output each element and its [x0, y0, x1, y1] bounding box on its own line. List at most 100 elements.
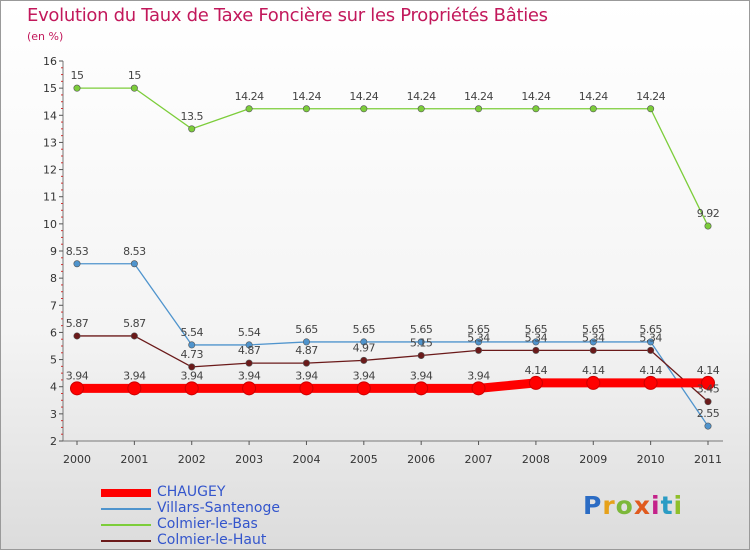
x-tick-label: 2010	[637, 453, 665, 466]
data-label-Villars-Santenoge: 5.65	[410, 323, 433, 336]
x-tick-label: 2002	[178, 453, 206, 466]
data-point-CHAUGEY	[414, 381, 429, 396]
data-label-Colmier-le-Bas: 13.5	[180, 110, 203, 123]
data-label-Colmier-le-Bas: 15	[71, 69, 84, 82]
data-point-Villars-Santenoge	[73, 260, 81, 268]
data-point-CHAUGEY	[586, 375, 601, 390]
legend-label: Colmier-le-Bas	[157, 516, 258, 532]
data-point-CHAUGEY	[356, 381, 371, 396]
legend-swatch	[101, 508, 151, 510]
x-tick-label: 2004	[292, 453, 320, 466]
x-tick-label: 2000	[63, 453, 91, 466]
proxiti-logo: Proxiti	[583, 491, 683, 520]
data-label-CHAUGEY: 4.14	[697, 364, 720, 377]
data-point-CHAUGEY	[242, 381, 257, 396]
data-point-Villars-Santenoge	[647, 338, 655, 346]
data-label-Villars-Santenoge: 5.65	[582, 323, 605, 336]
data-point-CHAUGEY	[127, 381, 142, 396]
data-label-Villars-Santenoge: 5.65	[295, 323, 318, 336]
data-point-Villars-Santenoge	[130, 260, 138, 268]
legend-swatch	[101, 540, 151, 542]
data-point-Colmier-le-Haut	[360, 356, 368, 364]
y-tick-label: 8	[50, 272, 57, 285]
data-point-Colmier-le-Haut	[245, 359, 253, 367]
data-label-Colmier-le-Bas: 14.24	[521, 90, 550, 103]
data-label-Colmier-le-Haut: 4.87	[295, 344, 318, 357]
logo-letter: t	[660, 491, 674, 520]
data-point-Colmier-le-Bas	[245, 105, 253, 113]
data-point-Colmier-le-Bas	[302, 105, 310, 113]
y-tick-label: 2	[50, 435, 57, 448]
data-point-Colmier-le-Bas	[532, 105, 540, 113]
data-label-Villars-Santenoge: 5.65	[353, 323, 376, 336]
logo-letter: P	[583, 491, 603, 520]
data-label-CHAUGEY: 3.94	[66, 369, 89, 382]
series-line-Colmier-le-Bas	[77, 87, 709, 227]
logo-letter: r	[602, 491, 616, 520]
y-tick-label: 16	[43, 55, 57, 68]
data-point-Villars-Santenoge	[532, 338, 540, 346]
data-point-CHAUGEY	[701, 375, 715, 390]
data-point-Colmier-le-Haut	[475, 346, 483, 354]
data-label-Villars-Santenoge: 5.65	[639, 323, 662, 336]
data-point-Colmier-le-Bas	[417, 105, 425, 113]
data-label-CHAUGEY: 4.14	[582, 364, 605, 377]
series-line-Colmier-le-Haut	[77, 335, 709, 403]
x-tick-label: 2009	[579, 453, 607, 466]
legend-label: Colmier-le-Haut	[157, 532, 267, 548]
series-line-Villars-Santenoge	[77, 263, 709, 427]
data-point-Colmier-le-Bas	[130, 84, 138, 92]
y-tick-label: 15	[43, 82, 57, 95]
x-tick-label: 2008	[522, 453, 550, 466]
logo-letter: i	[673, 491, 684, 520]
data-point-CHAUGEY	[471, 381, 486, 396]
data-label-Colmier-le-Bas: 14.24	[292, 90, 321, 103]
data-label-Colmier-le-Haut: 4.97	[353, 341, 376, 354]
data-point-Colmier-le-Haut	[647, 346, 655, 354]
data-label-CHAUGEY: 3.94	[238, 369, 261, 382]
data-label-CHAUGEY: 3.94	[123, 369, 146, 382]
logo-letter: i	[651, 491, 661, 520]
legend-label: Villars-Santenoge	[157, 500, 280, 516]
data-label-Colmier-le-Haut: 5.34	[525, 331, 548, 344]
data-label-Colmier-le-Haut: 5.34	[582, 331, 605, 344]
y-tick-label: 10	[43, 218, 57, 231]
data-label-Villars-Santenoge: 5.54	[180, 326, 203, 339]
data-point-Colmier-le-Bas	[188, 125, 196, 133]
legend-label: CHAUGEY	[157, 484, 226, 500]
series-line-CHAUGEY	[77, 378, 708, 393]
chart-title: Evolution du Taux de Taxe Foncière sur l…	[27, 5, 548, 26]
data-point-Villars-Santenoge	[704, 422, 712, 430]
data-point-Colmier-le-Haut	[589, 346, 597, 354]
data-label-Villars-Santenoge: 5.54	[238, 326, 261, 339]
data-point-Villars-Santenoge	[188, 341, 196, 349]
data-label-Villars-Santenoge: 2.55	[697, 407, 720, 420]
data-point-Colmier-le-Haut	[704, 398, 712, 406]
data-point-Colmier-le-Bas	[704, 222, 712, 230]
y-tick-label: 11	[43, 191, 57, 204]
data-label-Villars-Santenoge: 5.65	[467, 323, 490, 336]
data-label-CHAUGEY: 4.14	[525, 364, 548, 377]
data-label-Villars-Santenoge: 8.53	[66, 245, 89, 258]
y-tick-label: 12	[43, 164, 57, 177]
data-label-Colmier-le-Bas: 14.24	[636, 90, 665, 103]
data-point-Villars-Santenoge	[475, 338, 483, 346]
y-tick-label: 4	[50, 381, 57, 394]
data-label-Colmier-le-Bas: 9.92	[697, 207, 720, 220]
data-label-Colmier-le-Bas: 14.24	[235, 90, 264, 103]
x-tick-label: 2005	[350, 453, 378, 466]
x-tick-label: 2006	[407, 453, 435, 466]
data-label-Colmier-le-Bas: 14.24	[464, 90, 493, 103]
data-point-Colmier-le-Bas	[647, 105, 655, 113]
data-point-Colmier-le-Haut	[302, 359, 310, 367]
data-point-Villars-Santenoge	[245, 341, 253, 349]
data-point-Colmier-le-Bas	[475, 105, 483, 113]
data-point-Colmier-le-Bas	[360, 105, 368, 113]
data-point-CHAUGEY	[299, 381, 314, 396]
data-label-Colmier-le-Bas: 15	[128, 69, 141, 82]
data-point-Colmier-le-Bas	[73, 84, 81, 92]
data-label-CHAUGEY: 3.94	[467, 369, 490, 382]
data-label-Villars-Santenoge: 8.53	[123, 245, 146, 258]
data-label-CHAUGEY: 3.94	[180, 369, 203, 382]
